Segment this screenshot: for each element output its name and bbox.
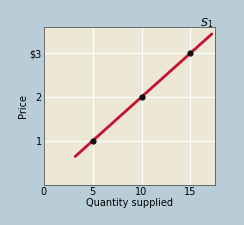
X-axis label: Quantity supplied: Quantity supplied (86, 198, 173, 208)
Point (140, 95, 143, 99)
Text: $\mathit{S}_1$: $\mathit{S}_1$ (200, 17, 213, 31)
Y-axis label: Price: Price (18, 94, 28, 118)
Point (188, 52, 192, 55)
Point (91, 139, 95, 143)
